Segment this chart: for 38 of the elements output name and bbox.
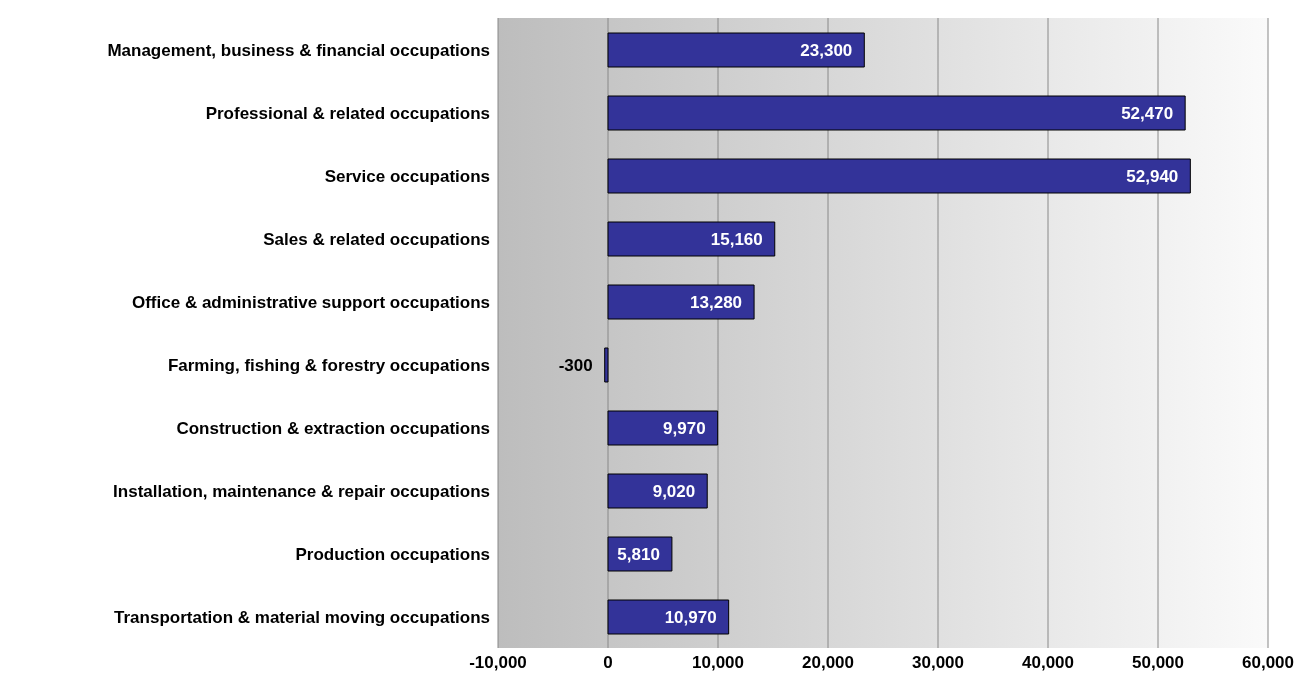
y-tick-label: Service occupations xyxy=(324,166,490,186)
data-label: 52,940 xyxy=(1126,166,1179,186)
bar xyxy=(607,158,1191,194)
data-label: 15,160 xyxy=(710,229,763,249)
y-tick-label: Farming, fishing & forestry occupations xyxy=(167,355,490,375)
x-tick-label: 10,000 xyxy=(692,653,744,673)
bar xyxy=(607,221,776,257)
y-tick-label: Management, business & financial occupations xyxy=(107,40,490,60)
x-tick-label: 20,000 xyxy=(802,653,854,673)
data-label: 9,020 xyxy=(652,481,696,501)
x-tick-label: 40,000 xyxy=(1022,653,1074,673)
y-tick-label: Production occupations xyxy=(295,544,490,564)
y-tick-label: Professional & related occupations xyxy=(205,103,490,123)
bar xyxy=(607,32,865,68)
x-tick-label: 60,000 xyxy=(1242,653,1294,673)
data-label: -300 xyxy=(558,355,593,375)
y-tick-label: Office & administrative support occupations xyxy=(131,292,490,312)
bar xyxy=(607,536,673,572)
data-label: 23,300 xyxy=(800,40,853,60)
bar xyxy=(604,347,609,383)
data-label: 9,970 xyxy=(663,418,706,438)
bar xyxy=(607,599,730,635)
y-tick-label: Construction & extraction occupations xyxy=(176,418,490,438)
bar xyxy=(607,410,719,446)
x-tick-label: 30,000 xyxy=(912,653,964,673)
data-label: 5,810 xyxy=(617,544,660,564)
data-label: 52,470 xyxy=(1121,103,1174,123)
bar xyxy=(607,95,1186,131)
data-label: 13,280 xyxy=(690,292,743,312)
data-label: 10,970 xyxy=(664,607,717,627)
bar xyxy=(607,284,755,320)
x-tick-label: 0 xyxy=(603,653,613,673)
y-tick-label: Sales & related occupations xyxy=(263,229,490,249)
bar xyxy=(607,473,708,509)
y-tick-label: Transportation & material moving occupations xyxy=(114,607,490,627)
y-tick-label: Installation, maintenance & repair occupations xyxy=(113,481,490,501)
x-tick-label: 50,000 xyxy=(1132,653,1184,673)
x-tick-label: -10,000 xyxy=(469,653,527,673)
